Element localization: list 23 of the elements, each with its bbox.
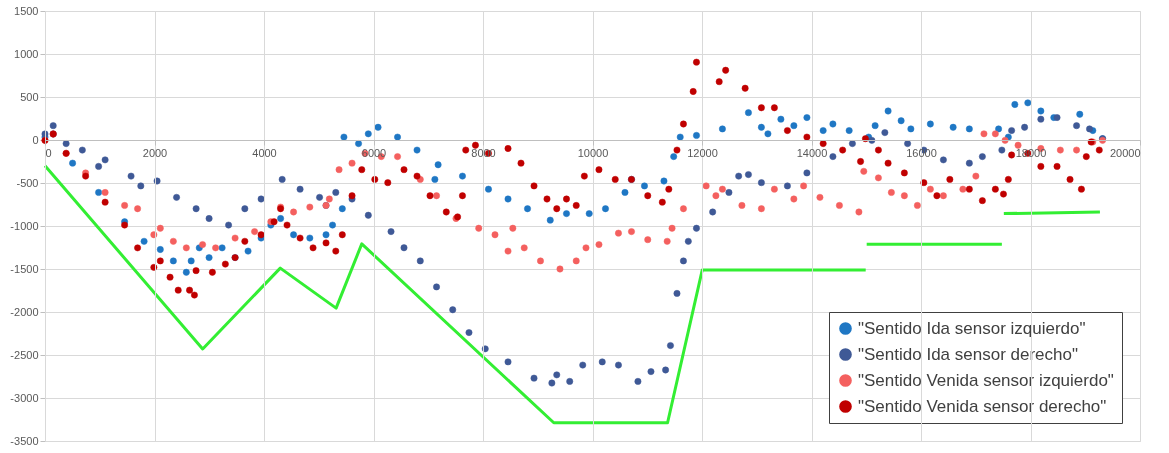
x-tick-label: 0 (45, 146, 52, 159)
x-tick-label: 20000 (1109, 146, 1141, 159)
legend-label: "Sentido Venida sensor derecho" (858, 396, 1107, 416)
y-tick-label: 500 (20, 90, 39, 103)
x-tick-label: 14000 (796, 146, 828, 159)
y-tick-label: 1000 (14, 47, 39, 60)
y-tick-label: -3000 (10, 391, 39, 404)
x-tick-label: 10000 (577, 146, 609, 159)
legend-label: "Sentido Venida sensor izquierdo" (858, 370, 1114, 390)
legend-label: "Sentido Ida sensor derecho" (858, 344, 1078, 364)
legend-label: "Sentido Ida sensor izquierdo" (858, 318, 1086, 338)
y-tick-label: -2000 (10, 305, 39, 318)
x-tick-label: 12000 (687, 146, 718, 159)
y-tick-label: 1500 (14, 4, 39, 17)
x-tick-label: 16000 (906, 146, 937, 159)
y-tick-label: -3500 (10, 434, 39, 447)
y-tick-label: 0 (32, 133, 39, 146)
y-tick-label: -1500 (10, 262, 39, 275)
y-tick-label: -2500 (10, 348, 39, 361)
x-tick-label: 2000 (142, 146, 168, 159)
y-tick-label: -500 (16, 176, 39, 189)
y-tick-label: -1000 (10, 219, 39, 232)
x-tick-label: 4000 (252, 146, 277, 159)
